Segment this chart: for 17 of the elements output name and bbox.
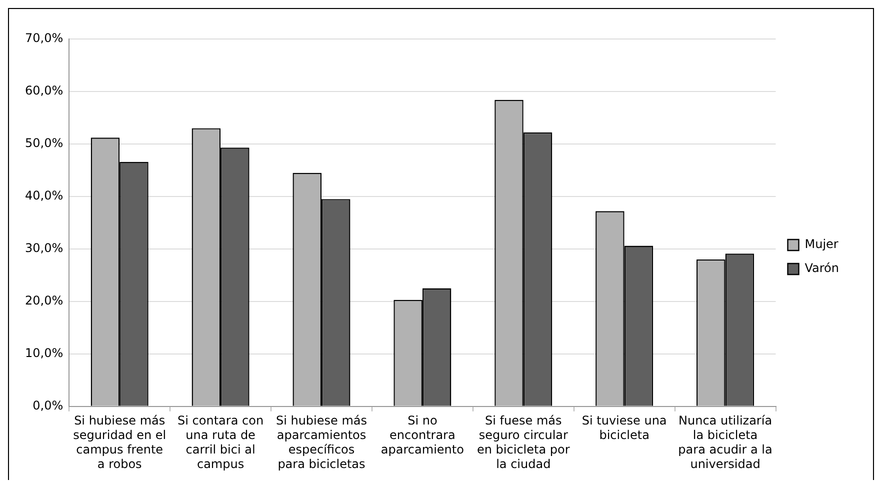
legend-label: Mujer — [804, 237, 838, 252]
x-tick-label: Si fuese más seguro circular en bicicleta por la ciudad — [477, 414, 570, 471]
y-tick-label: 70,0% — [24, 31, 64, 46]
x-tick-label: Si no encontrara aparcamiento — [380, 414, 464, 457]
y-tick-label: 30,0% — [24, 241, 64, 256]
y-tick-label: 50,0% — [24, 136, 64, 150]
legend-label: Varón — [804, 261, 839, 276]
x-tick-label: Si tuviese una bicicleta — [582, 414, 667, 442]
x-tick-label: Si hubiese más aparcamientos específicos para bicicletas — [276, 414, 368, 471]
x-tick-label: Si contara con una ruta de carril bici al campus — [178, 414, 264, 471]
x-tick-label: Si hubiese más seguridad en el campus frente a robos — [73, 414, 166, 471]
y-tick-label: 40,0% — [24, 188, 64, 203]
x-tick-label: Nunca utilizaría la bicicleta para acudir a la universidad — [678, 414, 772, 471]
y-tick-label: 60,0% — [24, 84, 64, 98]
y-tick-label: 10,0% — [24, 346, 64, 360]
y-tick-label: 20,0% — [24, 294, 64, 308]
y-tick-label: 0,0% — [32, 398, 64, 413]
